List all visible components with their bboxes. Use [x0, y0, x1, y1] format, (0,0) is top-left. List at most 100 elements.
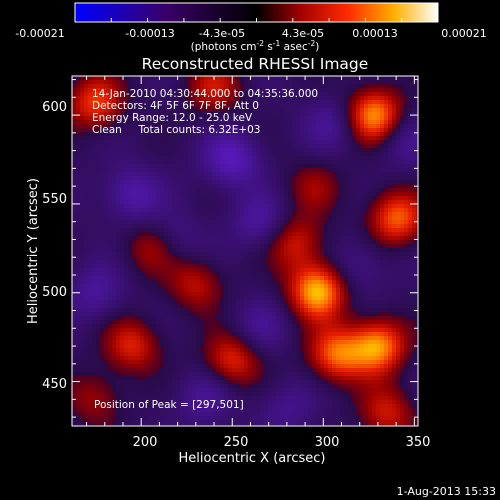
heatmap-cell: [312, 228, 317, 233]
heatmap-cell: [344, 296, 349, 301]
heatmap-cell: [300, 76, 305, 81]
heatmap-cell: [396, 176, 401, 181]
heatmap-cell: [88, 224, 93, 229]
heatmap-cell: [204, 160, 209, 165]
heatmap-cell: [72, 232, 77, 237]
heatmap-cell: [396, 172, 401, 177]
heatmap-cell: [348, 228, 353, 233]
heatmap-cell: [124, 284, 129, 289]
heatmap-cell: [312, 292, 317, 297]
heatmap-cell: [164, 232, 169, 237]
heatmap-cell: [72, 112, 77, 117]
heatmap-cell: [372, 88, 377, 93]
heatmap-cell: [364, 80, 369, 85]
heatmap-cell: [212, 112, 217, 117]
heatmap-cell: [164, 108, 169, 113]
heatmap-cell: [188, 148, 193, 153]
heatmap-cell: [348, 88, 353, 93]
heatmap-cell: [332, 80, 337, 85]
heatmap-cell: [268, 208, 273, 213]
heatmap-cell: [340, 108, 345, 113]
heatmap-cell: [400, 196, 405, 201]
heatmap-cell: [268, 256, 273, 261]
heatmap-cell: [232, 180, 237, 185]
heatmap-cell: [160, 76, 165, 81]
heatmap-cell: [308, 156, 313, 161]
heatmap-cell: [264, 184, 269, 189]
heatmap-cell: [248, 232, 253, 237]
heatmap-cell: [312, 100, 317, 105]
heatmap-cell: [204, 148, 209, 153]
heatmap-cell: [248, 152, 253, 157]
heatmap-cell: [412, 236, 417, 241]
heatmap-cell: [312, 268, 317, 273]
heatmap-cell: [176, 104, 181, 109]
heatmap-cell: [184, 92, 189, 97]
heatmap-cell: [276, 296, 281, 301]
heatmap-cell: [188, 204, 193, 209]
heatmap-cell: [148, 76, 153, 81]
heatmap-cell: [324, 96, 329, 101]
heatmap-cell: [324, 120, 329, 125]
heatmap-cell: [412, 208, 417, 213]
heatmap-cell: [328, 164, 333, 169]
heatmap-cell: [228, 144, 233, 149]
heatmap-cell: [128, 248, 133, 253]
heatmap-cell: [148, 112, 153, 117]
heatmap-cell: [160, 164, 165, 169]
heatmap-cell: [100, 272, 105, 277]
heatmap-cell: [284, 260, 289, 265]
heatmap-cell: [380, 240, 385, 245]
heatmap-cell: [96, 148, 101, 153]
heatmap-cell: [368, 288, 373, 293]
heatmap-cell: [360, 244, 365, 249]
heatmap-cell: [388, 96, 393, 101]
heatmap-cell: [204, 124, 209, 129]
heatmap-cell: [380, 120, 385, 125]
heatmap-cell: [312, 224, 317, 229]
heatmap-cell: [180, 176, 185, 181]
heatmap-cell: [172, 140, 177, 145]
heatmap-cell: [168, 216, 173, 221]
heatmap-cell: [368, 220, 373, 225]
heatmap-cell: [332, 292, 337, 297]
heatmap-cell: [104, 192, 109, 197]
heatmap-cell: [220, 204, 225, 209]
heatmap-cell: [212, 132, 217, 137]
heatmap-cell: [268, 84, 273, 89]
heatmap-cell: [232, 160, 237, 165]
heatmap-cell: [152, 112, 157, 117]
heatmap-cell: [276, 92, 281, 97]
heatmap-cell: [328, 136, 333, 141]
heatmap-cell: [144, 260, 149, 265]
heatmap-cell: [176, 124, 181, 129]
heatmap-cell: [236, 240, 241, 245]
heatmap-cell: [204, 112, 209, 117]
heatmap-cell: [316, 160, 321, 165]
heatmap-cell: [384, 100, 389, 105]
heatmap-cell: [340, 136, 345, 141]
heatmap-cell: [76, 228, 81, 233]
heatmap-cell: [376, 124, 381, 129]
heatmap-cell: [296, 192, 301, 197]
heatmap-cell: [352, 252, 357, 257]
heatmap-cell: [188, 272, 193, 277]
heatmap-cell: [340, 232, 345, 237]
heatmap-cell: [388, 80, 393, 85]
heatmap-cell: [180, 172, 185, 177]
heatmap-cell: [276, 184, 281, 189]
heatmap-cell: [404, 172, 409, 177]
heatmap-cell: [124, 252, 129, 257]
heatmap-cell: [384, 144, 389, 149]
heatmap-cell: [92, 132, 97, 137]
heatmap-cell: [144, 148, 149, 153]
heatmap-cell: [320, 232, 325, 237]
heatmap-cell: [352, 132, 357, 137]
heatmap-cell: [256, 156, 261, 161]
heatmap-cell: [380, 228, 385, 233]
heatmap-cell: [272, 300, 277, 305]
heatmap-cell: [172, 268, 177, 273]
heatmap-cell: [124, 76, 129, 81]
heatmap-cell: [316, 264, 321, 269]
heatmap-cell: [112, 180, 117, 185]
